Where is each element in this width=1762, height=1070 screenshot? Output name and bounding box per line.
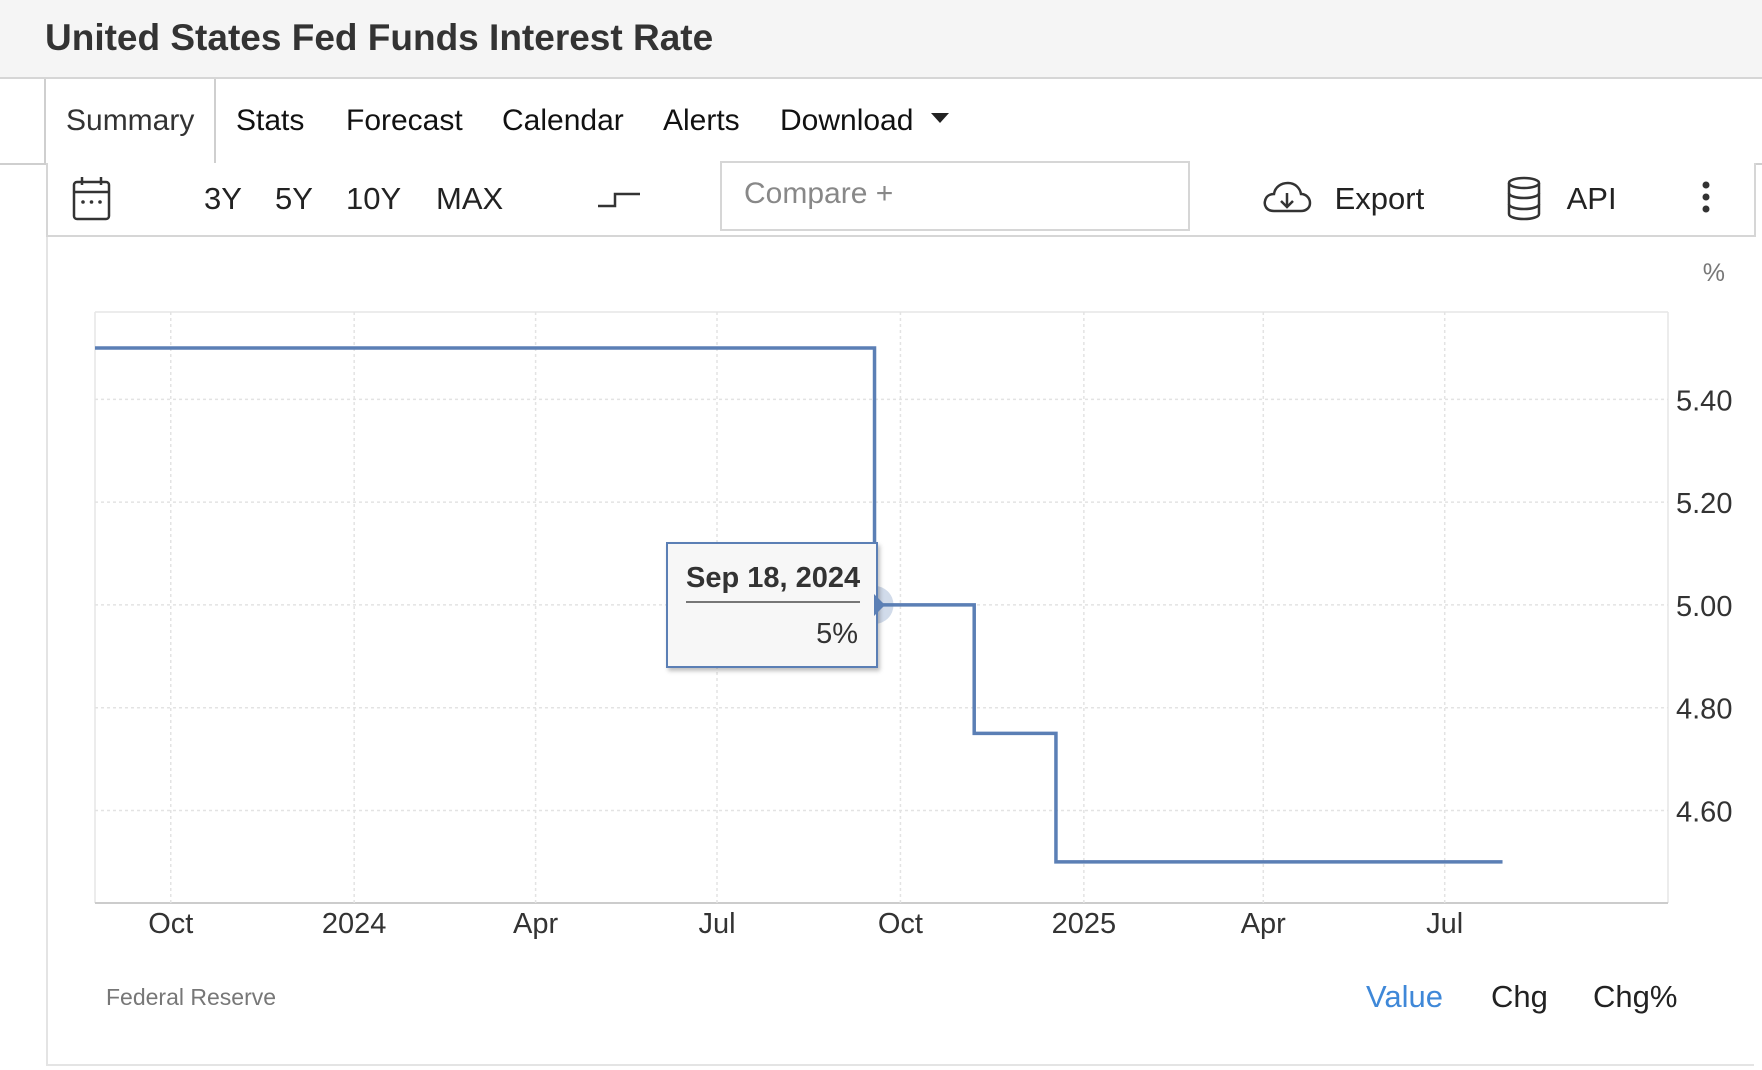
x-tick-label: Oct: [148, 908, 193, 940]
x-tick-label: Jul: [698, 908, 735, 940]
chart-tooltip: Sep 18, 2024 5%: [666, 542, 878, 668]
chart-toolbar: 3Y 5Y 10Y MAX Export API: [46, 161, 1756, 237]
y-unit-label: %: [1703, 259, 1725, 287]
range-3y-button[interactable]: 3Y: [204, 181, 242, 216]
cloud-download-icon: [1263, 181, 1312, 213]
range-5y-button[interactable]: 5Y: [275, 181, 313, 216]
tab-summary[interactable]: Summary: [44, 79, 217, 165]
x-tick-label: 2025: [1052, 908, 1117, 940]
tooltip-pointer: [874, 594, 885, 616]
view-value-option[interactable]: Value: [1366, 979, 1443, 1014]
y-tick-label: 5.40: [1676, 385, 1732, 417]
chevron-down-icon: [931, 113, 950, 124]
compare-input[interactable]: [742, 163, 1186, 225]
tooltip-date: Sep 18, 2024: [686, 562, 861, 603]
x-tick-label: Jul: [1426, 908, 1463, 940]
tab-forecast[interactable]: Forecast: [346, 104, 463, 137]
x-tick-label: Apr: [513, 908, 558, 940]
page-title: United States Fed Funds Interest Rate: [45, 17, 714, 58]
more-options-button[interactable]: [1700, 163, 1712, 235]
tab-stats[interactable]: Stats: [236, 104, 305, 137]
database-icon: [1507, 176, 1541, 221]
step-line-icon: [598, 192, 640, 208]
tab-calendar[interactable]: Calendar: [502, 104, 624, 137]
calendar-icon: [72, 177, 111, 221]
export-label: Export: [1334, 181, 1425, 216]
view-chgpct-option[interactable]: Chg%: [1593, 979, 1678, 1014]
title-bar: United States Fed Funds Interest Rate: [0, 0, 1762, 79]
x-tick-label: Apr: [1241, 908, 1286, 940]
api-button[interactable]: API: [1506, 163, 1617, 235]
y-tick-label: 5.00: [1676, 591, 1732, 623]
range-10y-button[interactable]: 10Y: [346, 181, 402, 216]
date-picker-button[interactable]: [72, 163, 112, 235]
x-tick-label: 2024: [322, 908, 387, 940]
export-button[interactable]: Export: [1262, 163, 1424, 235]
x-tick-label: Oct: [878, 908, 923, 940]
more-vertical-icon: [1702, 181, 1710, 213]
tab-download-label: Download: [780, 104, 914, 137]
y-tick-label: 4.80: [1676, 694, 1732, 726]
y-tick-label: 4.60: [1676, 796, 1732, 828]
view-chg-option[interactable]: Chg: [1491, 979, 1548, 1014]
rate-series-line[interactable]: [95, 346, 1503, 864]
tooltip-value: 5%: [816, 618, 858, 650]
chart-panel: [46, 237, 1754, 1066]
chart-type-button[interactable]: [596, 163, 642, 235]
tab-download[interactable]: Download: [780, 79, 950, 163]
tab-bar: Summary Stats Forecast Calendar Alerts D…: [0, 79, 1762, 165]
source-label: Federal Reserve: [106, 984, 277, 1010]
range-max-button[interactable]: MAX: [436, 181, 504, 216]
tab-alerts[interactable]: Alerts: [663, 104, 740, 137]
y-tick-label: 5.20: [1676, 488, 1732, 520]
api-label: API: [1566, 181, 1617, 216]
compare-field[interactable]: [720, 161, 1190, 231]
